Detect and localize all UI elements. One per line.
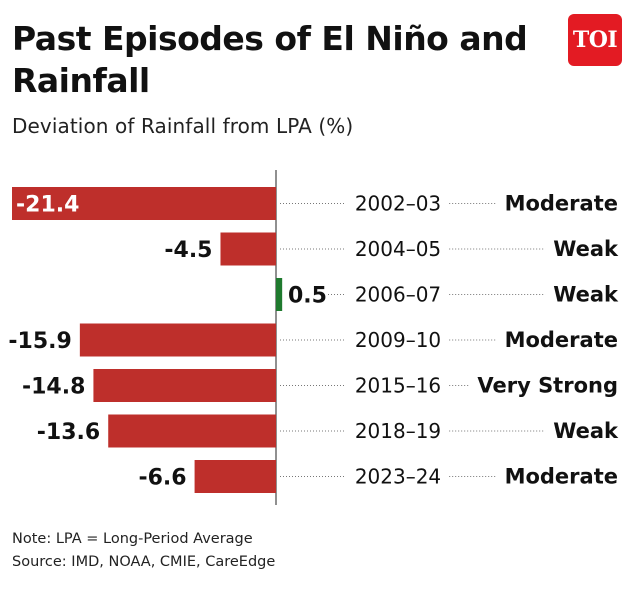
year-label: 2004–05 [355, 237, 441, 261]
bar-2023–24 [194, 460, 276, 493]
chart-title: Past Episodes of El Niño and Rainfall [12, 19, 528, 100]
year-label: 2002–03 [355, 192, 441, 216]
value-label: 0.5 [288, 284, 327, 309]
footnote-lpa: Note: LPA = Long-Period Average [12, 531, 253, 547]
chart-subtitle: Deviation of Rainfall from LPA (%) [12, 114, 354, 138]
strength-label: Moderate [505, 328, 618, 352]
year-label: 2009–10 [355, 328, 441, 352]
year-label: 2006–07 [355, 283, 441, 307]
bar-2002–03 [12, 187, 276, 220]
value-label: -14.8 [22, 375, 85, 400]
strength-label: Moderate [505, 192, 618, 216]
bar-2018–19 [108, 414, 276, 448]
year-label: 2015–16 [355, 374, 441, 398]
bar-2004–05 [220, 232, 276, 266]
bar-2006–07 [276, 278, 283, 311]
strength-label: Very Strong [477, 374, 618, 398]
value-label: -6.6 [138, 466, 186, 491]
value-label: -4.5 [164, 238, 212, 263]
strength-label: Weak [553, 419, 619, 443]
strength-label: Weak [553, 237, 619, 261]
year-label: 2023–24 [355, 465, 441, 489]
value-label: -13.6 [37, 420, 100, 445]
source-note: Source: IMD, NOAA, CMIE, CareEdge [12, 554, 276, 570]
strength-label: Weak [553, 283, 619, 307]
strength-label: Moderate [505, 465, 618, 489]
toi-logo: TOI [568, 14, 622, 66]
value-label: -21.4 [16, 193, 79, 218]
bar-2009–10 [79, 323, 276, 357]
value-label: -15.9 [8, 329, 71, 354]
year-label: 2018–19 [355, 419, 441, 443]
bar-2015–16 [93, 369, 276, 402]
